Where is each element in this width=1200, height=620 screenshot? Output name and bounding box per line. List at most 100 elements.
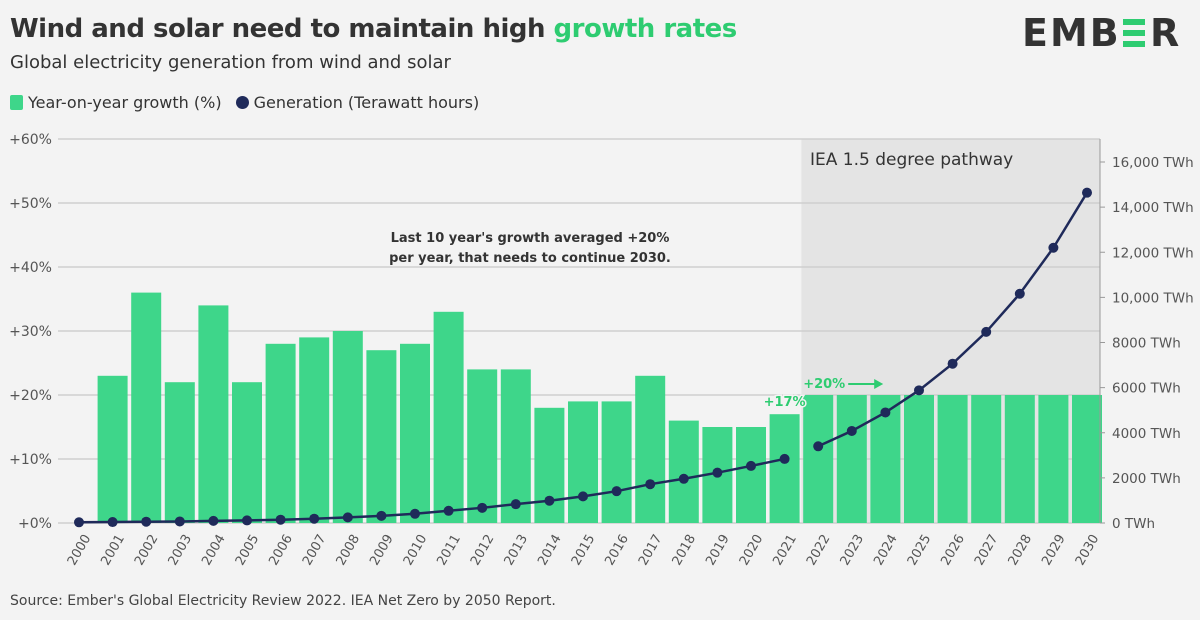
left-axis-tick-label: +40%: [9, 260, 52, 276]
left-axis-tick-label: +10%: [9, 452, 52, 468]
left-axis-tick-label: +20%: [9, 388, 52, 404]
generation-point-2001: [107, 517, 118, 528]
title-highlight: growth rates: [553, 14, 738, 44]
generation-point-2008: [342, 512, 353, 523]
svg-text:R: R: [1150, 11, 1179, 54]
generation-point-2004: [208, 515, 219, 526]
bar-2023: [836, 395, 867, 523]
x-tick-label: 2020: [737, 532, 767, 568]
generation-point-2019: [712, 467, 723, 478]
bar-2017: [635, 375, 666, 523]
x-tick-label: 2008: [334, 532, 364, 568]
bar-2011: [433, 311, 464, 523]
left-axis-tick-label: +30%: [9, 324, 52, 340]
right-axis-tick-label: 10,000 TWh: [1112, 290, 1194, 306]
generation-point-2016: [611, 486, 622, 497]
bar-2003: [164, 382, 195, 523]
x-tick-label: 2024: [871, 532, 901, 568]
annotation-line-1: Last 10 year's growth averaged +20%: [391, 231, 670, 246]
bar-2001: [97, 375, 128, 523]
bar-2021: [769, 414, 800, 523]
generation-point-2000: [74, 517, 84, 528]
x-tick-label: 2005: [233, 532, 263, 568]
x-tick-label: 2011: [434, 532, 464, 568]
generation-point-2022: [813, 441, 824, 452]
x-tick-label: 2022: [804, 532, 834, 568]
legend-label-generation: Generation (Terawatt hours): [253, 93, 480, 112]
bar-2002: [131, 292, 162, 523]
data-label-2021: +17%: [764, 395, 806, 410]
generation-point-2014: [544, 495, 555, 506]
x-tick-label: 2006: [266, 532, 296, 568]
generation-point-2011: [443, 505, 454, 516]
generation-point-2015: [578, 491, 588, 502]
x-tick-label: 2027: [972, 532, 1002, 568]
chart-title: Wind and solar need to maintain high gro…: [10, 14, 737, 44]
legend-label-growth: Year-on-year growth (%): [28, 93, 222, 112]
pathway-label: IEA 1.5 degree pathway: [810, 150, 1013, 170]
right-axis-tick-label: 6000 TWh: [1112, 381, 1181, 397]
generation-point-2029: [1048, 242, 1059, 253]
x-tick-label: 2013: [502, 532, 532, 568]
generation-point-2017: [645, 479, 656, 490]
legend-swatch-generation: [235, 96, 249, 109]
generation-point-2027: [981, 326, 992, 337]
x-tick-label: 2015: [569, 532, 599, 568]
generation-line: [78, 457, 785, 524]
right-axis-tick-label: 14,000 TWh: [1112, 200, 1194, 216]
bar-2008: [332, 331, 363, 523]
bar-2025: [904, 395, 934, 523]
right-axis-tick-label: 2000 TWh: [1112, 471, 1181, 487]
x-tick-label: 2004: [199, 532, 229, 568]
legend: Year-on-year growth (%) Generation (Tera…: [10, 93, 479, 112]
right-axis-tick-label: 8000 TWh: [1112, 336, 1181, 352]
right-axis-tick-label: 4000 TWh: [1112, 426, 1181, 442]
ember-logo: EMB R: [1022, 10, 1182, 58]
left-axis-tick-label: +50%: [9, 196, 52, 212]
bar-2016: [601, 401, 632, 523]
right-axis-tick-label: 12,000 TWh: [1112, 245, 1194, 261]
left-axis-tick-label: +0%: [18, 516, 52, 532]
bar-2013: [500, 369, 531, 523]
arrow-head: [874, 379, 884, 389]
generation-point-2003: [174, 516, 185, 527]
right-axis-tick-label: 16,000 TWh: [1112, 155, 1194, 171]
generation-point-2010: [410, 508, 420, 519]
legend-swatch-growth: [10, 95, 23, 110]
x-tick-label: 2019: [703, 532, 733, 568]
x-tick-label: 2003: [166, 532, 196, 568]
generation-point-2002: [141, 516, 152, 527]
generation-point-2006: [275, 514, 286, 525]
left-axis-tick-label: +60%: [9, 132, 52, 148]
bar-2004: [198, 305, 229, 523]
x-tick-label: 2029: [1039, 532, 1069, 568]
x-tick-label: 2021: [770, 532, 800, 568]
x-tick-label: 2030: [1073, 532, 1103, 568]
x-tick-label: 2025: [905, 532, 935, 568]
generation-point-2005: [242, 515, 252, 526]
generation-point-2020: [746, 460, 756, 471]
legend-item-growth: Year-on-year growth (%): [10, 93, 222, 112]
x-tick-label: 2001: [98, 532, 128, 568]
generation-point-2025: [914, 385, 924, 396]
data-label-2022: +20%: [803, 377, 845, 392]
generation-point-2024: [880, 407, 891, 418]
x-tick-label: 2023: [838, 532, 868, 568]
x-tick-label: 2000: [65, 532, 95, 568]
generation-point-2018: [678, 473, 689, 484]
generation-point-2012: [477, 502, 488, 513]
bar-2020: [736, 427, 766, 523]
x-tick-label: 2010: [401, 532, 431, 568]
bar-2027: [971, 395, 1002, 523]
generation-point-2023: [846, 425, 857, 436]
arrow-right-icon: [848, 379, 884, 389]
x-tick-label: 2012: [468, 532, 498, 568]
bar-2009: [366, 350, 397, 523]
bar-2029: [1038, 395, 1069, 523]
x-tick-label: 2002: [132, 532, 162, 568]
bar-2028: [1004, 395, 1035, 523]
bar-2022: [803, 395, 834, 523]
x-tick-label: 2014: [535, 532, 565, 568]
generation-point-2026: [947, 358, 958, 369]
